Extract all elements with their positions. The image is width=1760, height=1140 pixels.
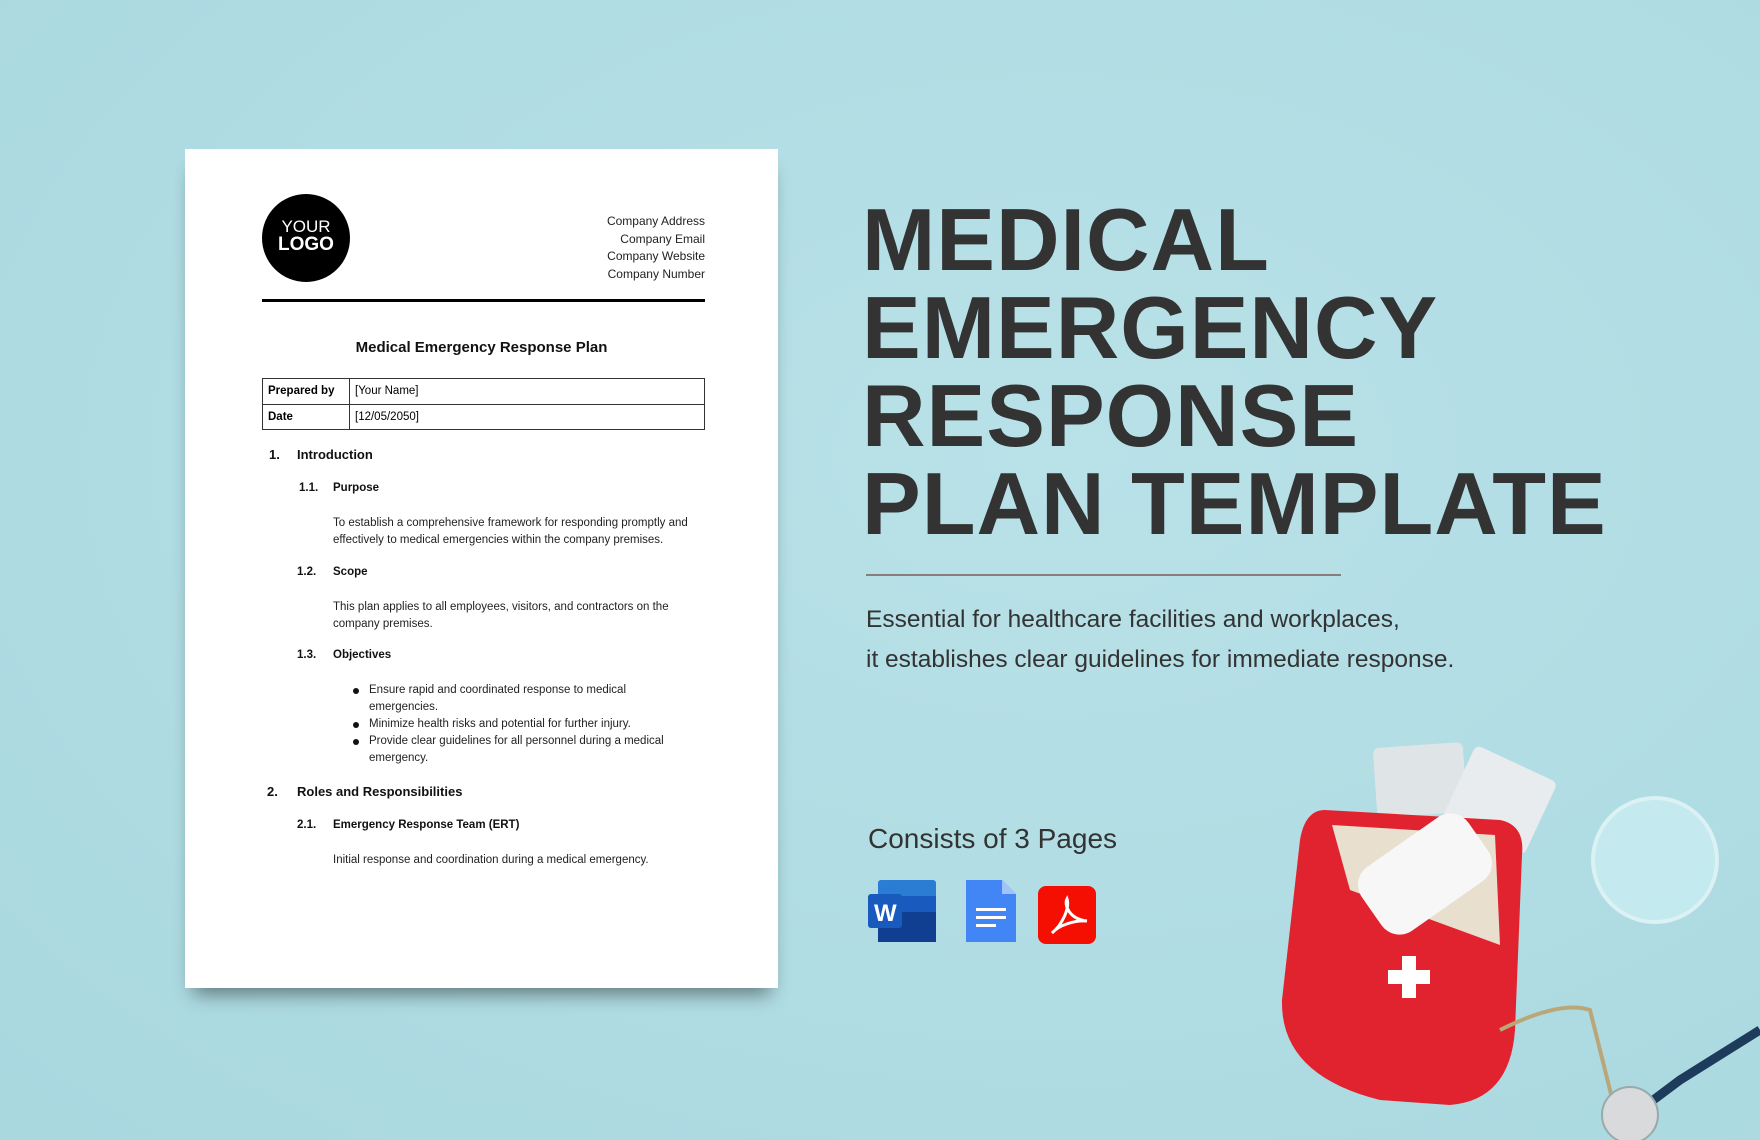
pill-blister-icon	[1373, 742, 1467, 818]
table-value: [12/05/2050]	[349, 403, 705, 430]
list-item: Provide clear guidelines for all personn…	[369, 735, 664, 764]
stethoscope-icon	[1499, 1005, 1622, 1131]
cross-icon	[1388, 956, 1430, 998]
document-preview: YOUR LOGO Company Address Company Email C…	[185, 149, 778, 988]
title-line: RESPONSE	[862, 366, 1360, 465]
stethoscope-chestpiece	[1601, 1086, 1659, 1140]
word-icon: W	[868, 880, 936, 942]
promo-title: MEDICAL EMERGENCY RESPONSE PLAN TEMPLATE	[862, 196, 1607, 548]
subsection-number: 2.1.	[297, 819, 317, 831]
subsection-heading: Emergency Response Team (ERT)	[333, 819, 520, 831]
title-divider	[866, 574, 1341, 576]
logo-text-bold: LOGO	[278, 234, 334, 255]
logo-text: YOUR	[281, 217, 331, 236]
bullet-icon	[353, 722, 359, 728]
subsection-number: 1.3.	[297, 649, 317, 661]
bullet-icon	[353, 688, 359, 694]
list-item: Minimize health risks and potential for …	[369, 718, 631, 730]
subsection-heading: Objectives	[333, 649, 392, 661]
table-label: Prepared by	[262, 378, 350, 405]
pdf-icon	[1038, 886, 1096, 944]
bullet-icon	[353, 739, 359, 745]
section-heading: Roles and Responsibilities	[297, 784, 463, 799]
google-docs-icon	[966, 880, 1016, 942]
svg-text:W: W	[874, 900, 897, 927]
subsection-number: 1.2.	[297, 566, 317, 578]
list-item: Ensure rapid and coordinated response to…	[369, 684, 626, 713]
subsection-number: 1.1.	[299, 482, 319, 494]
subtitle-line: Essential for healthcare facilities and …	[866, 606, 1400, 633]
pill-bottle-icon	[1358, 813, 1492, 935]
table-value: [Your Name]	[349, 378, 705, 405]
info-table: Prepared by [Your Name] Date [12/05/2050]	[262, 378, 705, 430]
subsection-heading: Purpose	[333, 482, 380, 494]
subtitle-line: it establishes clear guidelines for imme…	[866, 646, 1455, 673]
header-rule	[262, 299, 705, 302]
section-number: 2.	[267, 784, 278, 799]
company-email: Company Email	[620, 231, 705, 246]
paragraph: To establish a comprehensive framework f…	[333, 517, 688, 546]
company-address: Company Address	[606, 214, 705, 228]
title-line: EMERGENCY	[862, 278, 1439, 377]
page-count: Consists of 3 Pages	[868, 823, 1118, 854]
paragraph: Initial response and coordination during…	[333, 854, 649, 866]
paragraph: This plan applies to all employees, visi…	[333, 601, 669, 630]
stethoscope-tube	[1637, 1026, 1760, 1114]
company-number: Company Number	[607, 266, 705, 281]
section-heading: Introduction	[297, 447, 373, 462]
table-row: Date [12/05/2050]	[262, 403, 705, 430]
table-row: Prepared by [Your Name]	[262, 378, 705, 405]
section-number: 1.	[269, 447, 280, 462]
document-title: Medical Emergency Response Plan	[355, 339, 608, 356]
promo-subtitle: Essential for healthcare facilities and …	[866, 600, 1454, 680]
logo-placeholder: YOUR LOGO	[262, 194, 350, 282]
water-glass-icon	[1591, 796, 1719, 924]
title-line: PLAN TEMPLATE	[862, 454, 1607, 553]
format-icons: W	[868, 880, 1096, 944]
company-info: Company Address Company Email Company We…	[607, 213, 705, 283]
first-aid-kit-photo	[1281, 742, 1760, 1140]
title-line: MEDICAL	[862, 190, 1270, 289]
company-website: Company Website	[607, 249, 705, 263]
table-label: Date	[262, 403, 350, 430]
subsection-heading: Scope	[333, 566, 368, 578]
